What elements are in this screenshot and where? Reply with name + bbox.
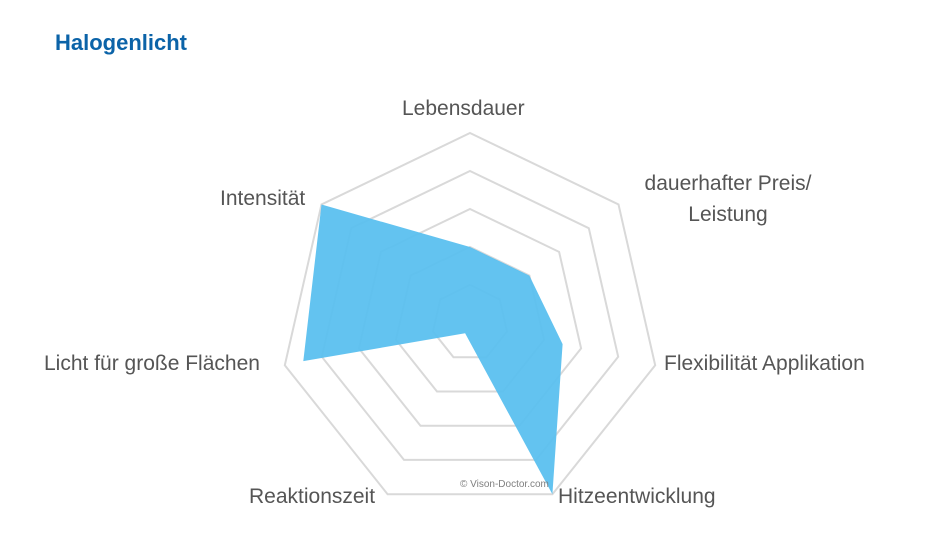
axis-label-flexibilitaet: Flexibilität Applikation bbox=[664, 352, 865, 375]
axis-label-hitzeentwicklung: Hitzeentwicklung bbox=[558, 485, 716, 508]
data-series-0 bbox=[303, 204, 563, 495]
grid-ring-5 bbox=[283, 131, 657, 496]
axis-label-lebensdauer: Lebensdauer bbox=[402, 97, 525, 120]
watermark-text: © Vison-Doctor.com bbox=[460, 479, 549, 490]
axis-label-preis-leistung: dauerhafter Preis/ Leistung bbox=[644, 172, 812, 226]
chart-title: Halogenlicht bbox=[55, 30, 188, 55]
axis-label-licht-flaechen: Licht für große Flächen bbox=[44, 352, 260, 375]
axis-label-reaktionszeit: Reaktionszeit bbox=[249, 485, 376, 508]
axis-label-intensitaet: Intensität bbox=[220, 187, 306, 210]
